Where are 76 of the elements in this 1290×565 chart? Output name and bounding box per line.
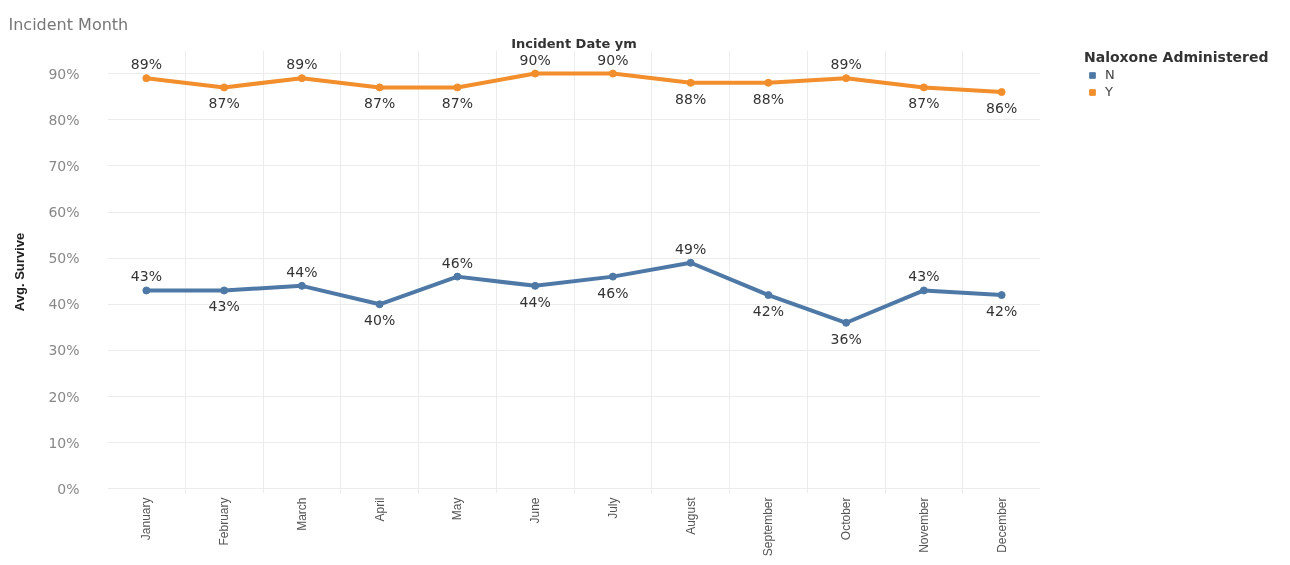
data-label: 88%: [752, 90, 784, 107]
point: [686, 258, 695, 267]
data-label: 42%: [752, 303, 784, 320]
x-tick-label: September: [761, 497, 776, 557]
x-axis-title: Incident Date ym: [511, 35, 637, 51]
point: [375, 300, 384, 309]
data-label: 87%: [441, 95, 473, 112]
legend-title: Naloxone Administered: [1084, 49, 1269, 65]
point: [453, 83, 462, 92]
x-tick-label: October: [839, 497, 854, 541]
point: [220, 286, 229, 295]
data-label: 87%: [908, 95, 940, 112]
legend-label: N: [1105, 67, 1116, 82]
data-label: 90%: [597, 51, 629, 68]
data-label: 49%: [675, 240, 707, 257]
data-label: 44%: [519, 293, 551, 310]
point: [142, 74, 151, 83]
data-label: 87%: [364, 95, 396, 112]
y-tick-label: 50%: [48, 250, 80, 267]
data-label: 44%: [286, 263, 318, 280]
point: [220, 83, 229, 92]
y-tick-label: 10%: [48, 434, 80, 451]
data-label: 40%: [364, 312, 396, 329]
y-axis-title: Avg. Survive: [12, 232, 28, 312]
x-tick-label: June: [528, 497, 543, 524]
data-label: 89%: [830, 56, 862, 73]
y-tick-label: 30%: [48, 342, 80, 359]
x-tick-label: February: [217, 497, 232, 546]
point: [608, 272, 617, 281]
point: [997, 88, 1006, 97]
legend-label: Y: [1105, 84, 1114, 99]
point: [297, 281, 306, 290]
x-tick-label: May: [450, 497, 465, 521]
point: [375, 83, 384, 92]
data-label: 90%: [519, 51, 551, 68]
y-tick-label: 80%: [48, 111, 80, 128]
x-tick-label: November: [916, 497, 931, 553]
x-tick-label: January: [139, 497, 154, 541]
data-label: 46%: [441, 254, 473, 271]
point: [842, 74, 851, 83]
point: [764, 291, 773, 300]
point: [608, 69, 617, 78]
data-label: 46%: [597, 284, 629, 301]
x-tick-label: August: [683, 496, 698, 535]
y-tick-label: 0%: [57, 480, 80, 497]
point: [919, 286, 928, 295]
point: [842, 318, 851, 327]
data-label: 86%: [986, 100, 1018, 117]
data-label: 88%: [675, 90, 707, 107]
point: [997, 291, 1006, 300]
y-tick-label: 20%: [48, 388, 80, 405]
data-label: 89%: [130, 56, 162, 73]
y-tick-label: 60%: [48, 204, 80, 221]
y-tick-label: 40%: [48, 296, 80, 313]
point: [919, 83, 928, 92]
data-label: 42%: [986, 303, 1018, 320]
point: [531, 69, 540, 78]
point: [453, 272, 462, 281]
data-label: 43%: [208, 298, 240, 315]
data-label: 43%: [908, 268, 940, 285]
point: [686, 78, 695, 87]
chart-title: Incident Month: [8, 14, 129, 34]
data-label: 43%: [130, 268, 162, 285]
point: [531, 281, 540, 290]
y-tick-label: 90%: [48, 65, 80, 82]
x-tick-label: December: [994, 497, 1009, 553]
x-tick-label: April: [372, 497, 387, 522]
data-label: 89%: [286, 56, 318, 73]
data-label: 87%: [208, 95, 240, 112]
y-tick-label: 70%: [48, 157, 80, 174]
x-tick-label: March: [294, 497, 309, 531]
point: [764, 78, 773, 87]
data-label: 36%: [830, 330, 862, 347]
point: [297, 74, 306, 83]
point: [142, 286, 151, 295]
x-tick-label: July: [605, 497, 620, 519]
